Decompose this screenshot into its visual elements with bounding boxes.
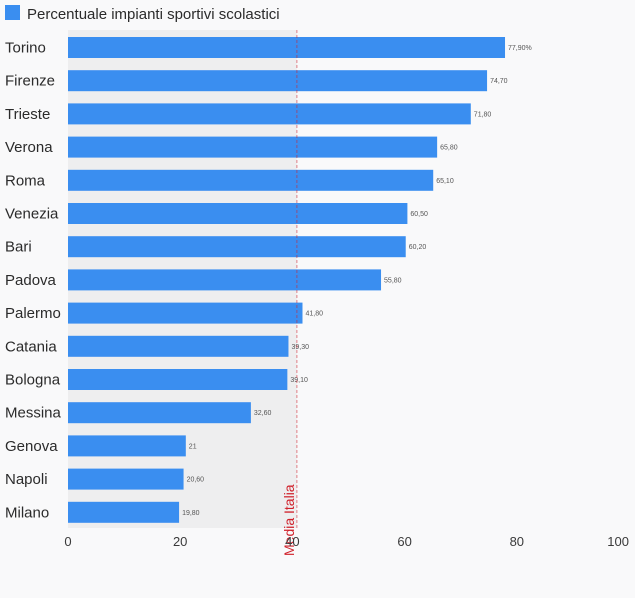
legend-label: Percentuale impianti sportivi scolastici	[27, 6, 280, 23]
reference-line-label: Media Italia	[281, 484, 297, 556]
x-tick-label: 60	[397, 534, 411, 549]
x-tick-label: 40	[285, 534, 299, 549]
value-label: 20,60	[187, 477, 205, 484]
category-label: Palermo	[5, 305, 61, 322]
bar-bari	[68, 236, 406, 258]
value-label: 39,10	[290, 377, 308, 384]
category-label: Trieste	[5, 106, 50, 123]
value-label: 41,80	[305, 311, 323, 318]
value-label: 60,50	[410, 211, 428, 218]
bar-messina	[68, 402, 251, 424]
category-label: Milano	[5, 504, 49, 521]
category-label: Torino	[5, 40, 46, 57]
bar-bologna	[68, 369, 288, 390]
bar-verona	[68, 136, 438, 158]
category-label: Verona	[5, 139, 53, 156]
bar-venezia	[68, 203, 408, 224]
value-label: 65,80	[440, 145, 458, 152]
value-label: 55,80	[384, 277, 402, 284]
x-tick-label: 0	[64, 534, 71, 549]
x-axis: 0 20 40 60 80 100	[64, 534, 629, 549]
bar-milano	[68, 501, 180, 523]
value-label: 65,10	[436, 178, 454, 185]
legend: Percentuale impianti sportivi scolastici	[5, 5, 280, 23]
category-label: Venezia	[5, 206, 59, 223]
category-label: Bologna	[5, 372, 61, 389]
value-label: 71,80	[474, 111, 492, 118]
x-tick-label: 80	[510, 534, 524, 549]
category-label: Messina	[5, 405, 62, 422]
bar-padova	[68, 269, 382, 291]
legend-swatch	[5, 5, 20, 20]
category-label: Firenze	[5, 73, 55, 90]
bar-napoli	[68, 468, 184, 490]
value-label: 60,20	[409, 244, 427, 251]
value-label: 77,90%	[508, 45, 532, 52]
bar-palermo	[68, 302, 303, 324]
category-label: Napoli	[5, 471, 48, 488]
value-label: 21	[189, 443, 197, 450]
x-tick-label: 20	[173, 534, 187, 549]
x-tick-label: 100	[607, 534, 629, 549]
value-label: 32,60	[254, 410, 272, 417]
bar-roma	[68, 169, 434, 191]
bar-catania	[68, 335, 289, 357]
category-label: Catania	[5, 338, 57, 355]
value-label: 19,80	[182, 510, 200, 517]
value-label: 39,30	[291, 344, 309, 351]
category-label: Bari	[5, 239, 32, 256]
category-label: Roma	[5, 172, 46, 189]
bar-genova	[68, 435, 186, 457]
category-label: Padova	[5, 272, 57, 289]
category-label: Genova	[5, 438, 58, 455]
bar-trieste	[68, 103, 471, 125]
bar-torino	[68, 37, 506, 58]
value-label: 74,70	[490, 78, 508, 85]
bar-firenze	[68, 70, 488, 92]
